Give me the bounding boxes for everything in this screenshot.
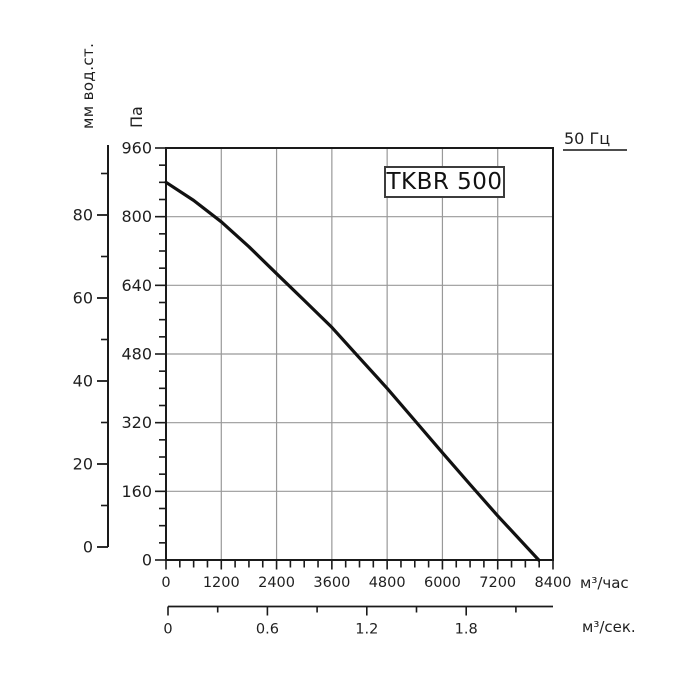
sec-axis-tick-label: 1.8 xyxy=(455,622,478,638)
mm-axis-tick-label: 80 xyxy=(73,206,93,225)
model-title: TKBR 500 xyxy=(386,169,503,195)
x-axis-tick-label: 0 xyxy=(161,575,170,591)
sec-axis-tick-label: 1.2 xyxy=(355,622,378,638)
y-axis-tick-label: 640 xyxy=(121,276,152,295)
sec-axis-tick-label: 0.6 xyxy=(256,622,279,638)
x-axis-tick-label: 7200 xyxy=(479,575,516,591)
y-axis-tick-label: 0 xyxy=(142,551,152,570)
y-axis-tick-label: 480 xyxy=(121,345,152,364)
frequency-annotation: 50 Гц xyxy=(564,129,611,148)
x-axis-secondary-title: м³/сек. xyxy=(582,618,636,636)
y-axis-title: Па xyxy=(127,106,146,128)
model-title-box: TKBR 500 xyxy=(384,166,505,198)
x-axis-tick-label: 6000 xyxy=(424,575,461,591)
frequency-underline xyxy=(563,149,627,151)
x-axis-tick-label: 1200 xyxy=(203,575,240,591)
x-axis-tick-label: 3600 xyxy=(313,575,350,591)
y-axis-tick-label: 960 xyxy=(121,139,152,158)
mm-axis-tick-label: 40 xyxy=(73,372,93,391)
y-axis-tick-label: 160 xyxy=(121,482,152,501)
y-axis-tick-label: 320 xyxy=(121,413,152,432)
sec-axis-tick-label: 0 xyxy=(163,622,172,638)
mm-axis-tick-label: 60 xyxy=(73,289,93,308)
performance-curve xyxy=(164,180,541,562)
y-axis-secondary-title: мм вод.ст. xyxy=(79,42,97,129)
x-axis-tick-label: 2400 xyxy=(258,575,295,591)
y-axis-tick-label: 800 xyxy=(121,207,152,226)
x-axis-tick-label: 8400 xyxy=(535,575,572,591)
mm-axis-tick-label: 20 xyxy=(73,455,93,474)
x-axis-tick-label: 4800 xyxy=(369,575,406,591)
mm-axis-tick-label: 0 xyxy=(83,538,93,557)
x-axis-title: м³/час xyxy=(580,574,629,592)
